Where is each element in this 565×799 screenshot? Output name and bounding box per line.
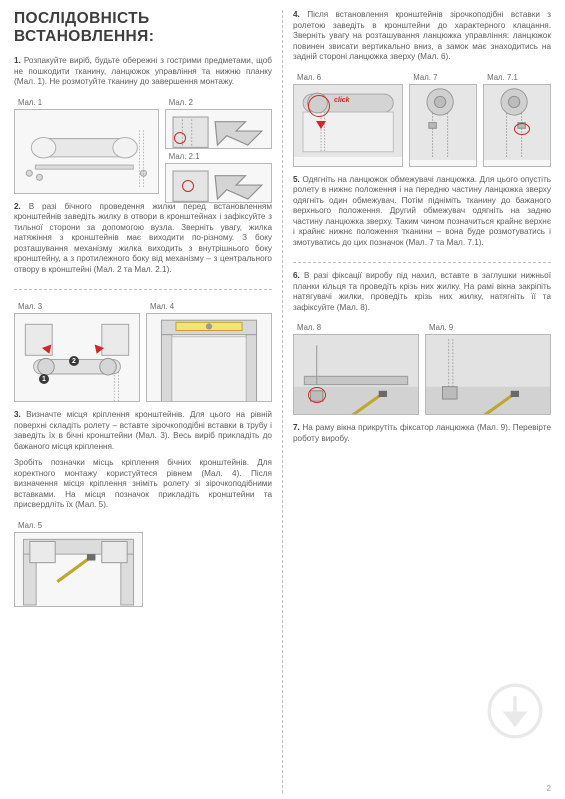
figure-1-box [14,109,159,194]
click-label: click [334,97,350,104]
right-column: 4. Після встановлення кронштейнів зірочк… [285,10,551,793]
figure-7-box [409,84,477,167]
figure-71-illustration [484,85,550,160]
figure-4-box [146,313,272,402]
step-5-num: 5. [293,175,300,184]
step-4-text: 4. Після встановлення кронштейнів зірочк… [293,10,551,63]
watermark-icon [487,683,543,739]
figure-5: Мал. 5 [14,521,143,607]
step-6-num: 6. [293,271,300,280]
step-7-body: На раму вікна прикрутіть фіксатор ланцюж… [293,423,551,443]
step-2-num: 2. [14,202,21,211]
step-6-text: 6. В разі фіксації виробу під нахил, вст… [293,271,551,313]
figure-71: Мал. 7.1 [483,73,551,167]
step-2-body: В разі бічного проведення жилки перед вс… [14,202,272,274]
figure-3: Мал. 3 1 2 [14,302,140,402]
figure-4-label: Мал. 4 [146,302,272,311]
step-7-text: 7. На раму вікна прикрутіть фіксатор лан… [293,423,551,444]
figure-9-label: Мал. 9 [425,323,551,332]
figure-2-box [165,109,272,149]
badge-1: 1 [39,374,49,384]
step-7-num: 7. [293,423,300,432]
figure-5-illustration [15,533,142,607]
figure-2-stack: Мал. 2 Мал. 2.1 [165,98,272,194]
figure-6: Мал. 6 click [293,73,403,167]
instruction-page: ПОСЛІДОВНІСТЬ ВСТАНОВЛЕННЯ: 1. Розпакуйт… [0,0,565,799]
step-4-body: Після встановлення кронштейнів зірочкопо… [293,10,551,61]
step-1-num: 1. [14,56,21,65]
step-3a-body: Визначте місця кріплення кронштейнів. Дл… [14,410,272,451]
figure-8-box [293,334,419,415]
figure-9: Мал. 9 [425,323,551,415]
step-1-body: Розпакуйте виріб, будьте обережні з гост… [14,56,272,86]
figure-7-illustration [410,85,476,160]
figure-9-illustration [426,335,550,415]
figrow-8-9: Мал. 8 Мал. 9 [293,323,551,415]
figure-21-box [165,163,272,203]
step-6-body: В разі фіксації виробу під нахил, вставт… [293,271,551,312]
step-2-text: 2. В разі бічного проведення жилки перед… [14,202,272,276]
figure-71-label: Мал. 7.1 [483,73,551,82]
figure-1-label: Мал. 1 [14,98,159,107]
left-column: ПОСЛІДОВНІСТЬ ВСТАНОВЛЕННЯ: 1. Розпакуйт… [14,10,280,793]
figure-7-label: Мал. 7 [409,73,477,82]
step-3a-text: 3. Визначте місця кріплення кронштейнів.… [14,410,272,452]
badge-2: 2 [69,356,79,366]
right-separator [293,262,551,263]
figure-3-box: 1 2 [14,313,140,402]
figure-21-label: Мал. 2.1 [165,152,272,161]
page-number: 2 [547,784,551,793]
figure-8-label: Мал. 8 [293,323,419,332]
page-title: ПОСЛІДОВНІСТЬ ВСТАНОВЛЕННЯ: [14,10,272,46]
figrow-6-7: Мал. 6 click Мал. 7 [293,73,551,167]
figure-6-box: click [293,84,403,167]
step-3-num: 3. [14,410,21,419]
figure-6-label: Мал. 6 [293,73,403,82]
figure-6-illustration [294,85,402,157]
figure-71-box [483,84,551,167]
figure-3-label: Мал. 3 [14,302,140,311]
figure-8: Мал. 8 [293,323,419,415]
step-3b-text: Зробіть позначки місць кріплення бічних … [14,458,272,511]
left-separator [14,289,272,290]
figure-7: Мал. 7 [409,73,477,167]
column-separator [282,10,283,793]
figure-5-box [14,532,143,607]
figure-4: Мал. 4 [146,302,272,402]
figrow-5: Мал. 5 [14,521,272,607]
figure-1-illustration [15,110,158,192]
figrow-3-4: Мал. 3 1 2 Мал. 4 [14,302,272,402]
figure-1: Мал. 1 [14,98,159,194]
figure-2-label: Мал. 2 [165,98,272,107]
step-5-body: Одягніть на ланцюжок обмежувачі ланцюжка… [293,175,551,247]
figure-8-illustration [294,335,418,415]
step-1-text: 1. Розпакуйте виріб, будьте обережні з г… [14,56,272,88]
figure-9-box [425,334,551,415]
figrow-1-2: Мал. 1 Мал. 2 [14,98,272,194]
step-5-text: 5. Одягніть на ланцюжок обмежувачі ланцю… [293,175,551,249]
figure-4-illustration [147,314,271,402]
figure-5-label: Мал. 5 [14,521,143,530]
step-4-num: 4. [293,10,300,19]
